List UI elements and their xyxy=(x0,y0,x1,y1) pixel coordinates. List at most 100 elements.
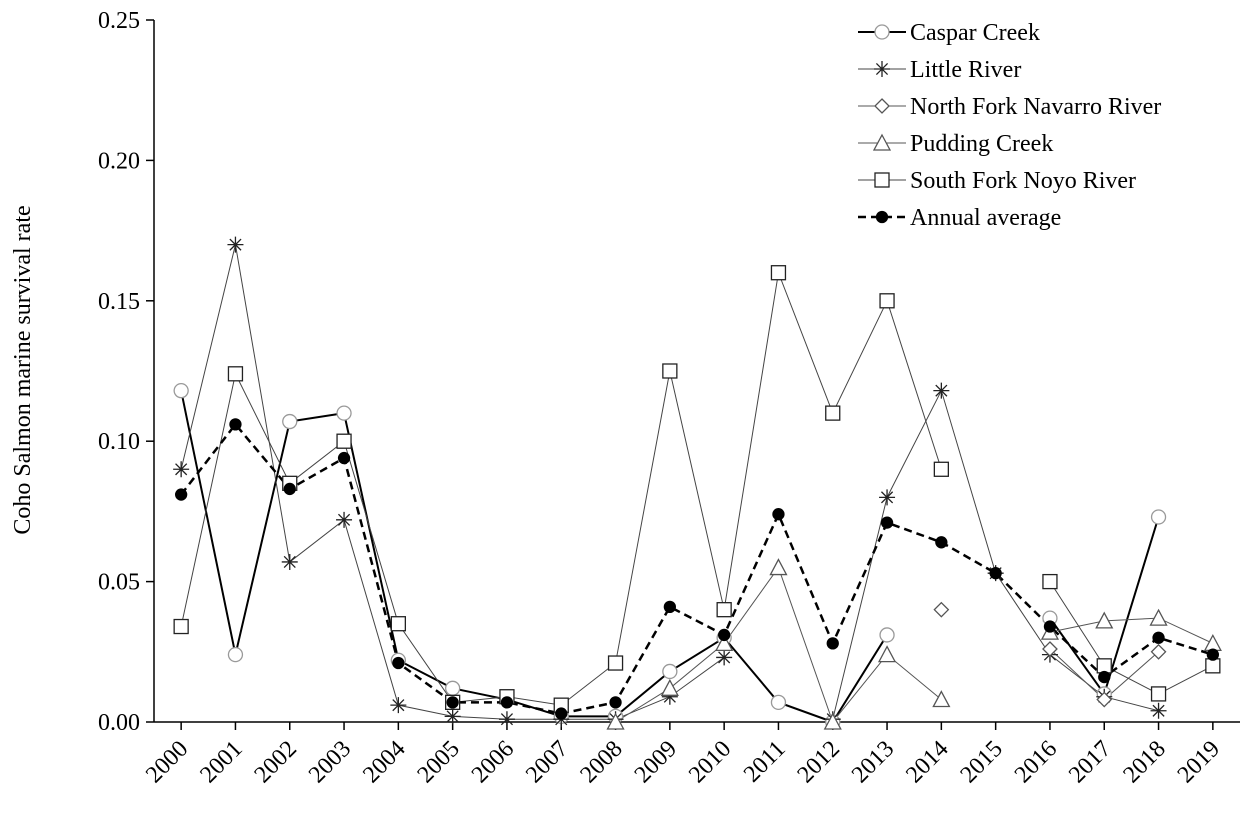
marker xyxy=(444,708,461,725)
marker xyxy=(555,707,568,720)
x-tick-label: 2012 xyxy=(793,736,845,788)
marker xyxy=(173,618,189,635)
marker xyxy=(879,489,896,506)
marker xyxy=(1042,573,1058,590)
marker xyxy=(661,688,678,705)
series-line xyxy=(180,422,1214,715)
marker xyxy=(1043,620,1057,633)
marker xyxy=(1042,641,1058,657)
marker xyxy=(825,405,841,421)
marker xyxy=(390,697,407,714)
marker xyxy=(879,627,895,643)
marker xyxy=(1098,670,1111,684)
x-tick-label: 2004 xyxy=(358,736,410,788)
marker xyxy=(446,696,459,709)
marker xyxy=(660,678,679,696)
marker xyxy=(1205,658,1221,674)
x-tick-label: 2001 xyxy=(195,736,247,788)
x-tick-label: 2008 xyxy=(575,736,627,788)
y-tick-label: 0.10 xyxy=(98,429,140,455)
marker xyxy=(770,694,787,710)
marker xyxy=(1152,631,1165,644)
marker xyxy=(663,600,676,614)
marker xyxy=(877,645,897,663)
marker xyxy=(874,61,890,77)
y-tick-label: 0.20 xyxy=(98,148,140,174)
x-tick-label: 2007 xyxy=(521,736,573,788)
marker xyxy=(229,418,242,431)
x-tick-label: 2009 xyxy=(630,736,682,788)
marker xyxy=(336,405,352,421)
x-tick-label: 2014 xyxy=(901,736,953,788)
marker xyxy=(770,265,787,281)
marker xyxy=(500,696,514,709)
marker xyxy=(392,656,405,670)
marker xyxy=(173,461,190,478)
marker xyxy=(609,696,622,709)
x-tick-label: 2005 xyxy=(413,736,465,788)
marker xyxy=(282,413,298,430)
x-tick-label: 2013 xyxy=(847,736,899,788)
marker xyxy=(337,451,351,465)
marker xyxy=(879,293,895,309)
marker xyxy=(933,382,950,399)
marker xyxy=(1150,509,1167,525)
marker xyxy=(336,433,352,449)
marker xyxy=(875,210,889,224)
marker xyxy=(283,482,296,496)
marker xyxy=(606,712,625,730)
marker xyxy=(662,363,678,379)
marker xyxy=(823,712,842,730)
marker xyxy=(1149,608,1168,626)
marker xyxy=(880,516,894,529)
marker xyxy=(874,98,890,114)
marker xyxy=(874,24,890,40)
marker xyxy=(1096,691,1113,708)
y-tick-label: 0.05 xyxy=(98,570,140,596)
marker xyxy=(718,628,731,642)
x-tick-label: 2011 xyxy=(739,736,791,788)
marker xyxy=(716,649,733,666)
legend-label: Little River xyxy=(910,57,1021,83)
marker xyxy=(933,601,950,618)
marker xyxy=(935,536,948,549)
x-tick-label: 2018 xyxy=(1118,736,1170,788)
marker xyxy=(227,236,244,253)
marker xyxy=(1150,643,1167,660)
legend-label: Annual average xyxy=(910,205,1061,231)
marker xyxy=(227,366,244,382)
series-line xyxy=(180,244,1159,720)
marker xyxy=(1150,686,1167,702)
marker xyxy=(498,711,515,728)
marker xyxy=(1096,658,1112,674)
marker xyxy=(281,553,298,570)
x-tick-label: 2015 xyxy=(956,736,1008,788)
marker xyxy=(826,637,839,650)
x-tick-label: 2019 xyxy=(1173,736,1225,788)
x-tick-label: 2010 xyxy=(684,736,736,788)
marker xyxy=(662,663,678,680)
x-tick-label: 2016 xyxy=(1010,736,1062,788)
marker xyxy=(173,383,189,399)
marker xyxy=(769,558,788,576)
series-line xyxy=(615,566,1214,724)
marker xyxy=(989,567,1002,580)
marker xyxy=(715,633,734,652)
y-tick-label: 0.25 xyxy=(98,8,140,34)
legend-label: North Fork Navarro River xyxy=(910,94,1161,120)
marker xyxy=(390,616,407,632)
marker xyxy=(932,690,951,708)
marker xyxy=(716,602,732,618)
marker xyxy=(174,488,188,501)
marker xyxy=(872,133,892,151)
series-line xyxy=(180,270,1214,706)
legend-label: Pudding Creek xyxy=(910,131,1053,157)
marker xyxy=(1095,611,1114,629)
x-tick-label: 2006 xyxy=(467,736,519,788)
marker xyxy=(227,646,244,663)
marker xyxy=(1150,702,1167,719)
marker xyxy=(444,680,461,696)
marker xyxy=(772,508,785,521)
y-axis-label: Coho Salmon marine survival rate xyxy=(10,205,36,534)
